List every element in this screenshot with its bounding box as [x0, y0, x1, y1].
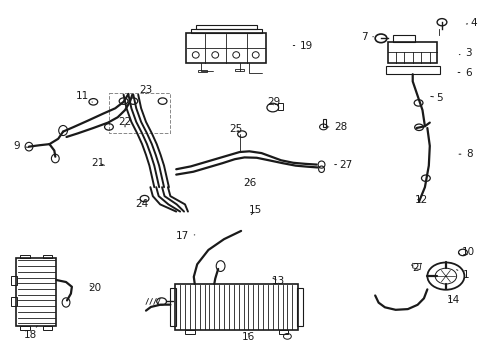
Text: 4: 4 [466, 18, 476, 28]
Bar [11, 297, 17, 306]
Text: 7: 7 [360, 32, 373, 42]
Text: 10: 10 [458, 247, 474, 257]
Text: 19: 19 [293, 41, 313, 50]
Bar [190, 29, 261, 33]
Text: 5: 5 [430, 93, 442, 103]
Text: 17: 17 [175, 231, 194, 240]
Bar [184, 330, 194, 334]
Bar [278, 330, 288, 334]
Text: 2: 2 [410, 263, 418, 273]
Bar [11, 276, 17, 285]
Bar [170, 288, 176, 326]
Text: 27: 27 [334, 159, 352, 170]
Text: 24: 24 [135, 199, 148, 210]
Text: 12: 12 [413, 195, 427, 205]
Text: 11: 11 [76, 91, 92, 102]
Text: 3: 3 [458, 48, 471, 58]
Bar [20, 255, 30, 258]
Bar [185, 33, 266, 63]
Bar [297, 288, 303, 326]
Text: 26: 26 [243, 178, 257, 188]
Text: 25: 25 [229, 124, 242, 134]
Bar [387, 42, 436, 63]
Bar [16, 258, 56, 326]
Text: 18: 18 [23, 326, 37, 340]
Text: 8: 8 [458, 149, 472, 159]
Text: 15: 15 [248, 206, 261, 216]
Text: 20: 20 [87, 283, 101, 293]
Bar [198, 70, 206, 72]
Text: 9: 9 [14, 141, 29, 151]
Text: 13: 13 [271, 276, 285, 286]
Bar [195, 25, 256, 29]
Bar [392, 36, 414, 42]
Bar [234, 69, 243, 71]
Text: 6: 6 [457, 68, 471, 78]
Text: 29: 29 [266, 97, 280, 107]
Bar [42, 326, 52, 330]
Text: 14: 14 [446, 295, 459, 305]
Text: 21: 21 [91, 158, 104, 168]
Bar [322, 119, 326, 127]
Bar [20, 326, 30, 330]
Text: 1: 1 [456, 270, 468, 280]
Text: 16: 16 [241, 332, 255, 342]
Text: 22: 22 [118, 117, 131, 127]
Bar [385, 66, 439, 74]
Text: 28: 28 [328, 122, 347, 132]
Bar [277, 103, 282, 110]
Text: 23: 23 [139, 85, 152, 95]
Bar [175, 284, 298, 330]
Bar [42, 255, 52, 258]
